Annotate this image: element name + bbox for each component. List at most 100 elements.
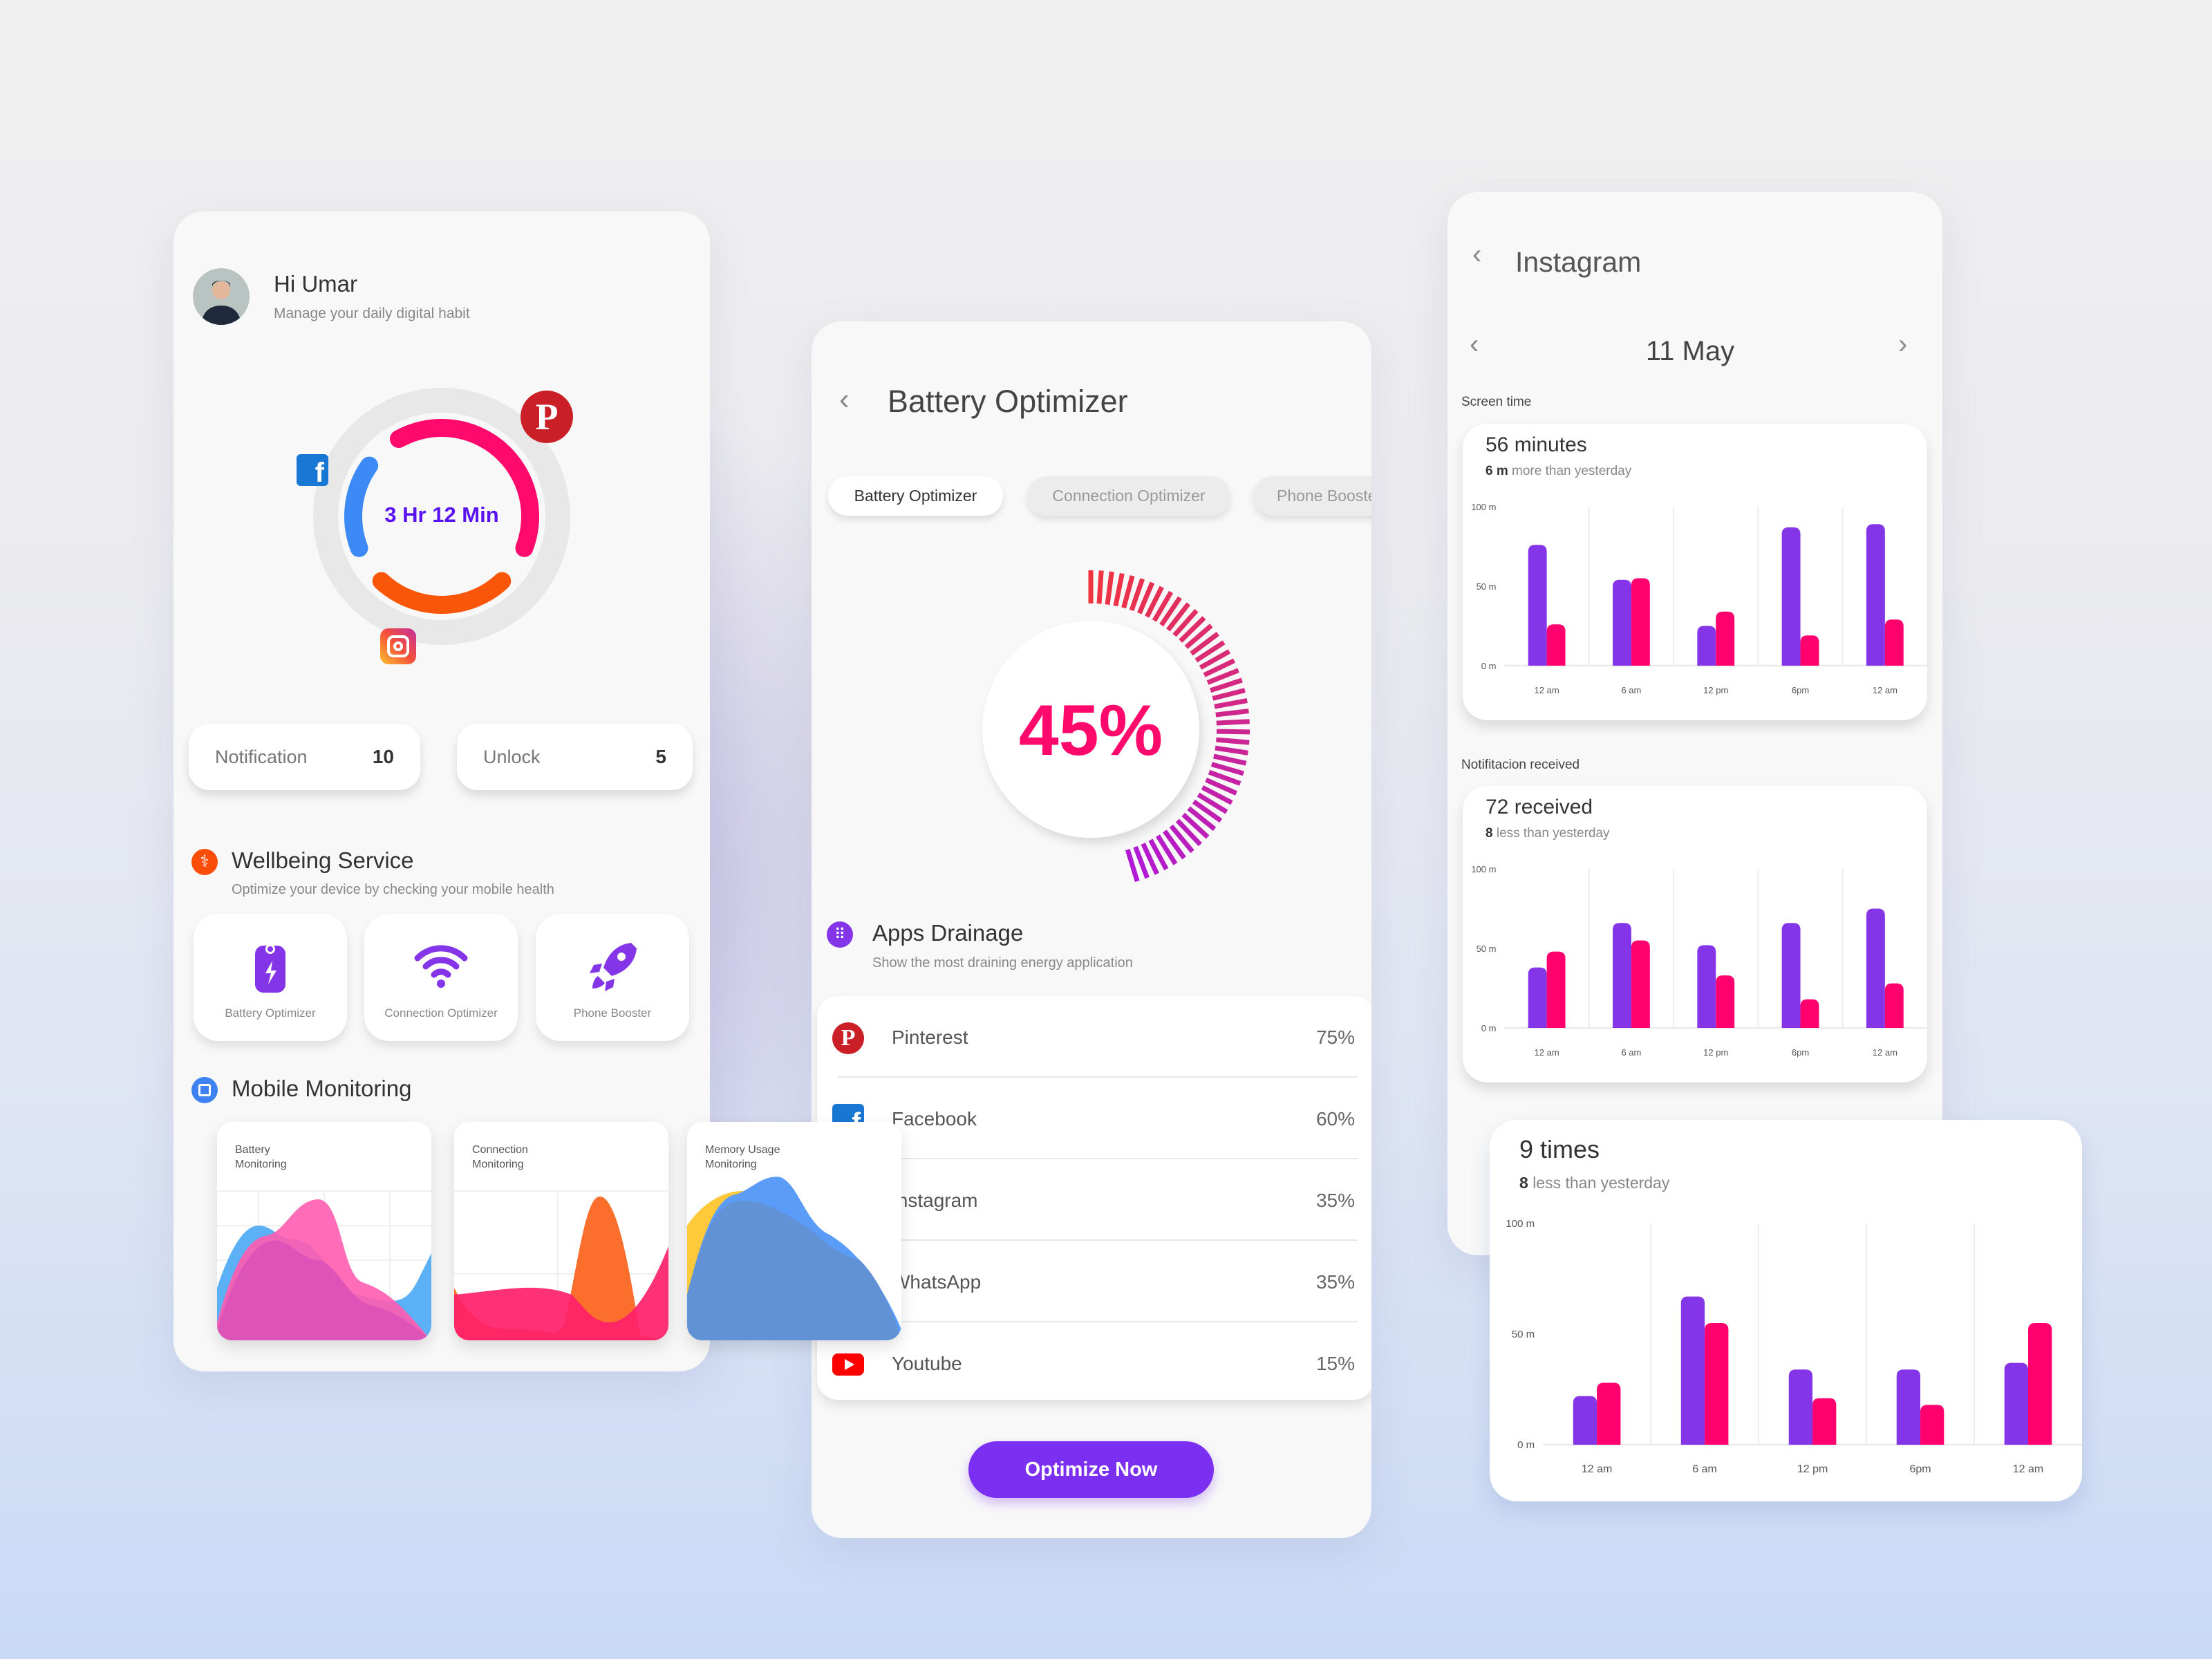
bar-yesterday (1884, 619, 1904, 666)
y-tick-label: 50 m (1477, 581, 1497, 592)
memory-usage-monitoring-card[interactable]: Memory Usage Monitoring (687, 1122, 901, 1340)
date-label: 11 May (1645, 336, 1735, 366)
bar-yesterday (1631, 940, 1650, 1028)
unlock-stat[interactable]: Unlock 5 (457, 724, 693, 790)
gauge-tick (1113, 572, 1125, 607)
gauge-tick (1187, 806, 1217, 832)
usage-ring: 3 Hr 12 Min (312, 386, 572, 646)
app-percent: 35% (1315, 1271, 1355, 1293)
pinterest-icon[interactable]: P (521, 391, 573, 443)
tab-connection-optimizer[interactable]: Connection Optimizer (1027, 476, 1230, 516)
monitor-title: Monitoring (472, 1159, 524, 1170)
gauge-tick (1212, 688, 1246, 701)
notification-label: Notifitacion received (1461, 758, 1580, 772)
app-name: Instagram (892, 1190, 978, 1211)
battery-optimizer-screen: ‹ Battery Optimizer Battery Optimizer Co… (812, 321, 1371, 1538)
back-chevron-icon[interactable]: ‹ (839, 382, 850, 416)
gauge-tick (1129, 578, 1145, 612)
screen-time-bar-chart: 100 m 50 m 0 m 12 am 6 am 12 pm 6pm 12 am (1471, 502, 1927, 695)
service-connection-optimizer[interactable]: Connection Optimizer (364, 914, 518, 1041)
service-phone-booster[interactable]: Phone Booster (536, 914, 689, 1041)
bar-today (1528, 545, 1547, 666)
gauge-tick (1105, 571, 1114, 606)
y-tick-label: 0 m (1481, 1023, 1497, 1033)
prev-date-chevron-icon[interactable]: ‹ (1470, 329, 1479, 359)
battery-gauge (1088, 570, 1250, 882)
optimize-now-button[interactable]: Optimize Now (968, 1441, 1214, 1498)
unlocks-value: 9 times (1519, 1135, 1600, 1163)
gauge-tick (1155, 834, 1178, 865)
monitor-title: Memory Usage (705, 1144, 780, 1156)
y-tick-label: 0 m (1481, 661, 1497, 671)
x-tick-label: 12 am (2013, 1463, 2043, 1475)
gauge-tick (1163, 830, 1186, 860)
facebook-usage-arc (344, 456, 379, 557)
notification-value: 72 received (1485, 796, 1593, 818)
app-name: WhatsApp (892, 1271, 982, 1293)
app-percent: 35% (1315, 1190, 1355, 1211)
tab-phone-booster[interactable]: Phone Booster (1253, 476, 1371, 516)
drainage-subtitle: Show the most draining energy applicatio… (872, 955, 1133, 971)
connection-area-chart (454, 1190, 668, 1340)
monitor-title: Monitoring (705, 1159, 757, 1170)
monitor-title: Battery (235, 1144, 270, 1156)
y-tick-label: 50 m (1512, 1329, 1535, 1340)
unlock-count: 5 (655, 746, 666, 767)
bar-today (2004, 1362, 2029, 1445)
app-percent: 75% (1315, 1027, 1355, 1048)
facebook-icon[interactable]: f (297, 454, 328, 488)
notification-bar-chart: 100 m 50 m 0 m 12 am 6 am 12 pm 6pm 12 am (1471, 864, 1927, 1058)
gauge-tick (1214, 698, 1248, 709)
bar-yesterday (1920, 1405, 1944, 1445)
gauge-tick (1210, 677, 1243, 693)
bar-yesterday (1716, 975, 1735, 1028)
bar-yesterday (1705, 1323, 1729, 1445)
back-chevron-icon[interactable]: ‹ (1472, 239, 1482, 270)
avatar[interactable] (193, 268, 250, 325)
gauge-tick (1190, 632, 1219, 656)
bar-today (1866, 908, 1885, 1028)
gauge-center (982, 621, 1199, 838)
bar-today (1697, 945, 1716, 1028)
bar-today (1680, 1296, 1705, 1445)
monitoring-icon (191, 1077, 218, 1103)
service-battery-optimizer[interactable]: Battery Optimizer (194, 914, 347, 1041)
tab-battery-optimizer[interactable]: Battery Optimizer (828, 476, 1003, 516)
bar-today (1613, 579, 1631, 666)
bar-yesterday (1812, 1398, 1837, 1445)
x-tick-label: 12 am (1873, 685, 1897, 695)
app-percent: 15% (1315, 1353, 1355, 1374)
list-item[interactable]: P Pinterest 75% (817, 996, 1371, 1078)
unlocks-delta: 8 less than yesterday (1519, 1174, 1670, 1192)
gauge-tick (1197, 792, 1228, 814)
bar-today (1781, 527, 1801, 666)
x-tick-label: 12 am (1873, 1047, 1897, 1058)
gauge-tick (1216, 729, 1250, 735)
instagram-icon[interactable] (380, 628, 416, 664)
list-item[interactable]: Youtube 15% (817, 1322, 1371, 1404)
gauge-tick (1201, 785, 1233, 805)
youtube-icon (832, 1353, 864, 1376)
gauge-tick (1096, 570, 1104, 604)
y-tick-label: 100 m (1506, 1218, 1535, 1230)
app-percent: 60% (1315, 1108, 1355, 1130)
rocket-icon (590, 943, 637, 991)
pinterest-icon: P (832, 1022, 864, 1054)
connection-monitoring-card[interactable]: Connection Monitoring (454, 1122, 668, 1340)
battery-monitoring-card[interactable]: Battery Monitoring (217, 1122, 431, 1340)
battery-percent: 45% (1018, 691, 1163, 771)
screen-time-label: Screen time (1461, 395, 1532, 409)
bar-yesterday (1716, 611, 1735, 666)
gauge-tick (1215, 709, 1249, 718)
bar-today (1573, 1396, 1597, 1445)
bar-today (1781, 923, 1801, 1028)
notification-count: 10 (372, 746, 394, 767)
notification-stat[interactable]: Notification 10 (189, 724, 420, 790)
x-tick-label: 6 am (1692, 1463, 1717, 1475)
gauge-tick (1215, 745, 1248, 756)
screen-time-value: 56 minutes (1485, 433, 1587, 456)
bar-yesterday (1597, 1382, 1621, 1445)
battery-icon (255, 944, 285, 993)
next-date-chevron-icon[interactable]: › (1898, 329, 1908, 359)
app-name: Facebook (892, 1108, 977, 1130)
